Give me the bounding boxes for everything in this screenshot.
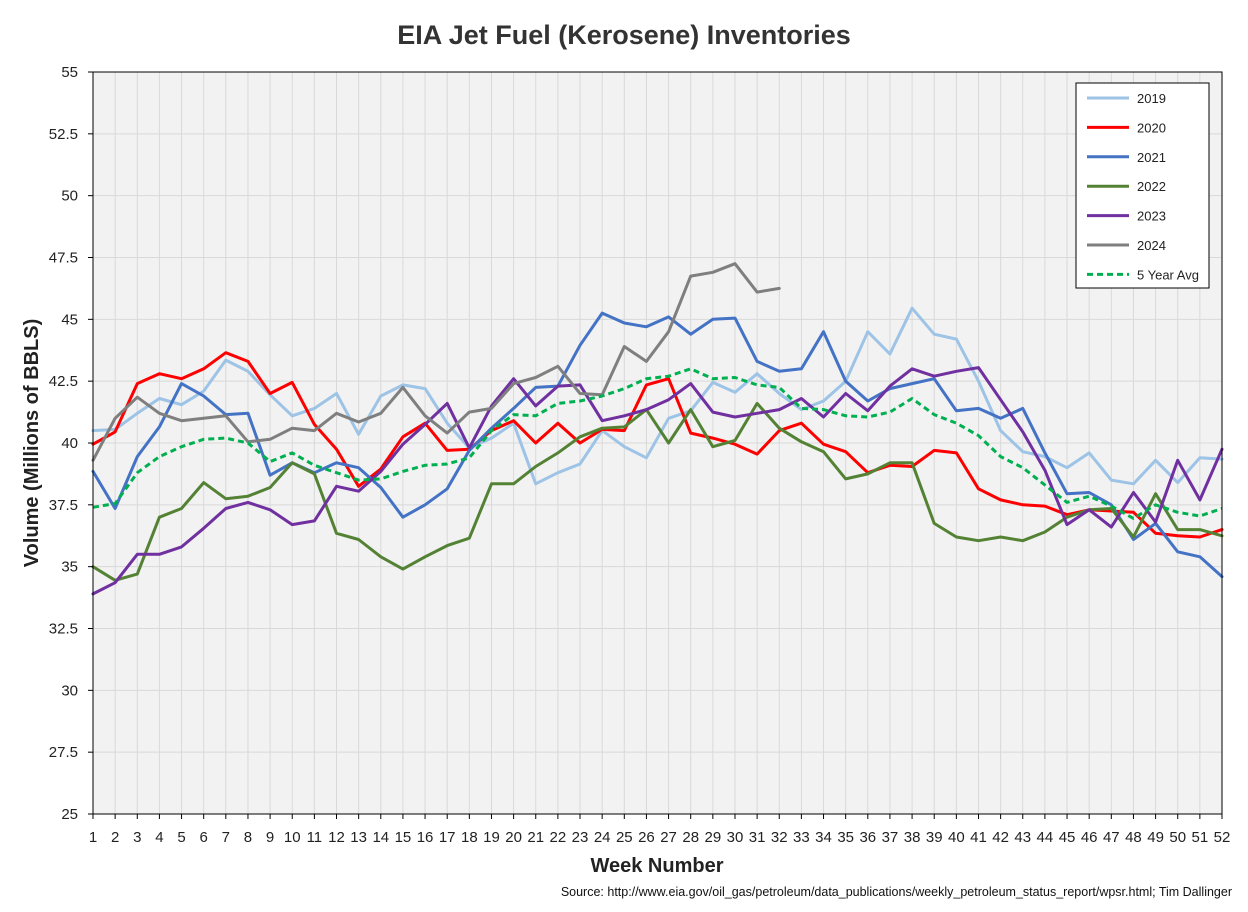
x-tick-label: 4 <box>155 829 163 846</box>
x-tick-label: 28 <box>682 829 699 846</box>
legend-label: 2022 <box>1137 179 1166 194</box>
x-tick-label: 36 <box>859 829 876 846</box>
x-tick-label: 42 <box>992 829 1009 846</box>
series-line-2022 <box>91 401 1224 582</box>
x-tick-label: 48 <box>1125 829 1142 846</box>
x-tick-label: 5 <box>177 829 185 846</box>
x-tick-label: 20 <box>505 829 522 846</box>
x-tick-label: 38 <box>904 829 921 846</box>
x-tick-label: 40 <box>948 829 965 846</box>
x-tick-label: 30 <box>727 829 744 846</box>
x-tick-label: 49 <box>1147 829 1164 846</box>
y-tick-label: 55 <box>61 64 78 81</box>
series-line-2021 <box>91 311 1224 579</box>
x-tick-label: 26 <box>638 829 655 846</box>
x-tick-label: 50 <box>1169 829 1186 846</box>
y-tick-label: 37.5 <box>49 497 78 514</box>
y-tick-label: 45 <box>61 311 78 328</box>
y-tick-label: 40 <box>61 435 78 452</box>
series-line-5-year-avg <box>92 367 1223 520</box>
y-tick-label: 35 <box>61 559 78 576</box>
y-tick-label: 32.5 <box>49 621 78 638</box>
x-tick-label: 31 <box>749 829 766 846</box>
x-tick-label: 41 <box>970 829 987 846</box>
x-tick-label: 6 <box>200 829 208 846</box>
legend-label: 2023 <box>1137 209 1166 224</box>
x-tick-label: 52 <box>1214 829 1231 846</box>
y-axis-ticks: 25 27.5 30 32.5 35 37.5 40 42.5 45 47.5 50 52.5 55 <box>49 64 93 823</box>
y-tick-label: 25 <box>61 806 78 823</box>
series-line-2019 <box>91 306 1224 486</box>
x-tick-label: 45 <box>1059 829 1076 846</box>
legend-label: 5 Year Avg <box>1137 267 1199 282</box>
x-tick-label: 43 <box>1014 829 1031 846</box>
x-tick-label: 11 <box>307 829 323 846</box>
x-tick-label: 39 <box>926 829 943 846</box>
y-tick-label: 47.5 <box>49 250 78 267</box>
x-tick-label: 51 <box>1192 829 1209 846</box>
x-tick-label: 19 <box>483 829 500 846</box>
y-tick-label: 42.5 <box>49 373 78 390</box>
x-tick-label: 35 <box>837 829 854 846</box>
x-tick-label: 15 <box>395 829 412 846</box>
y-tick-label: 27.5 <box>49 744 78 761</box>
gridlines <box>92 71 1223 815</box>
x-tick-label: 12 <box>328 829 345 846</box>
x-tick-label: 29 <box>704 829 721 846</box>
x-tick-label: 23 <box>572 829 589 846</box>
x-tick-label: 27 <box>660 829 677 846</box>
x-tick-label: 3 <box>133 829 141 846</box>
x-tick-label: 34 <box>815 829 832 846</box>
x-tick-label: 21 <box>527 829 544 846</box>
x-tick-label: 8 <box>244 829 252 846</box>
x-axis-ticks: 1 2 3 4 5 6 7 8 9 10 11 12 13 14 15 16 17 18 19 20 21 22 23 24 2… <box>89 814 1231 846</box>
x-tick-label: 33 <box>793 829 810 846</box>
series-line-2023 <box>91 366 1224 596</box>
x-tick-label: 32 <box>771 829 788 846</box>
x-tick-label: 17 <box>439 829 456 846</box>
x-tick-label: 7 <box>222 829 230 846</box>
x-tick-label: 44 <box>1037 829 1054 846</box>
y-tick-label: 52.5 <box>49 126 78 143</box>
x-tick-label: 9 <box>266 829 274 846</box>
x-tick-label: 14 <box>372 829 389 846</box>
x-tick-label: 47 <box>1103 829 1120 846</box>
series-line-2020 <box>91 351 1224 539</box>
y-tick-label: 30 <box>61 682 78 699</box>
x-tick-label: 46 <box>1081 829 1098 846</box>
legend-label: 2019 <box>1137 91 1166 106</box>
x-tick-label: 37 <box>882 829 899 846</box>
x-tick-label: 13 <box>350 829 367 846</box>
x-tick-label: 1 <box>89 829 97 846</box>
legend: 2019 2020 2021 2022 2023 2024 5 Year Avg <box>1075 82 1210 289</box>
y-tick-label: 50 <box>61 188 78 205</box>
legend-label: 2020 <box>1137 120 1166 135</box>
series-lines <box>91 262 1224 596</box>
legend-label: 2024 <box>1137 238 1166 253</box>
series-line-2024 <box>91 262 781 462</box>
x-tick-label: 18 <box>461 829 478 846</box>
x-axis-title: Week Number <box>590 855 723 877</box>
y-axis-title: Volume (Millions of BBLS) <box>21 319 43 568</box>
legend-label: 2021 <box>1137 150 1166 165</box>
x-tick-label: 25 <box>616 829 633 846</box>
x-tick-label: 2 <box>111 829 119 846</box>
x-tick-label: 22 <box>550 829 567 846</box>
x-tick-label: 10 <box>284 829 301 846</box>
x-tick-label: 16 <box>417 829 434 846</box>
x-tick-label: 24 <box>594 829 611 846</box>
source-note: Source: http://www.eia.gov/oil_gas/petro… <box>561 885 1232 899</box>
chart-title: EIA Jet Fuel (Kerosene) Inventories <box>397 20 851 50</box>
